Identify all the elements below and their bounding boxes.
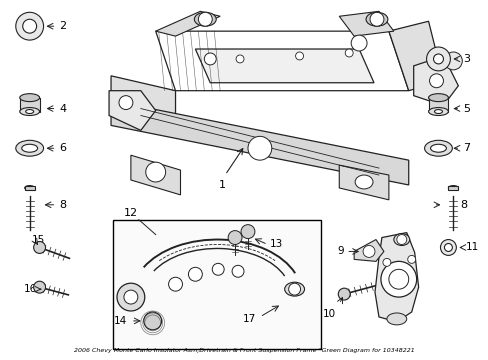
Circle shape	[407, 255, 415, 264]
Circle shape	[369, 12, 383, 26]
Circle shape	[396, 235, 406, 244]
Text: 8: 8	[459, 200, 467, 210]
Ellipse shape	[434, 109, 442, 113]
Text: 12: 12	[123, 208, 138, 218]
Ellipse shape	[427, 94, 447, 102]
Ellipse shape	[194, 12, 216, 26]
Ellipse shape	[424, 140, 451, 156]
Circle shape	[288, 283, 300, 295]
Circle shape	[168, 277, 182, 291]
Circle shape	[241, 225, 254, 239]
Circle shape	[338, 288, 349, 300]
Ellipse shape	[16, 140, 43, 156]
Polygon shape	[353, 239, 383, 261]
Circle shape	[426, 47, 449, 71]
Text: 7: 7	[462, 143, 469, 153]
Ellipse shape	[393, 234, 409, 246]
Circle shape	[34, 242, 45, 253]
Bar	[113, 220, 321, 349]
Polygon shape	[131, 155, 180, 195]
Bar	[25, 186, 35, 190]
Circle shape	[350, 35, 366, 51]
Text: 13: 13	[269, 239, 283, 249]
Polygon shape	[109, 91, 155, 130]
Circle shape	[22, 19, 37, 33]
Circle shape	[198, 12, 212, 26]
Text: 9: 9	[337, 247, 344, 256]
Polygon shape	[195, 49, 373, 83]
Text: 16: 16	[24, 284, 37, 294]
Circle shape	[212, 264, 224, 275]
Polygon shape	[339, 11, 393, 36]
Text: 3: 3	[462, 54, 469, 64]
Text: 2006 Chevy Monte Carlo Insulator Asm,Drivetrain & Front Suspension Frame *Green : 2006 Chevy Monte Carlo Insulator Asm,Dri…	[74, 348, 413, 353]
Polygon shape	[374, 233, 418, 322]
Circle shape	[232, 265, 244, 277]
Ellipse shape	[21, 144, 38, 152]
Polygon shape	[155, 11, 220, 36]
Text: 8: 8	[60, 200, 66, 210]
Ellipse shape	[386, 313, 406, 325]
Polygon shape	[339, 165, 388, 200]
Circle shape	[228, 231, 242, 244]
Circle shape	[34, 281, 45, 293]
Circle shape	[380, 261, 416, 297]
Bar	[427, 98, 447, 112]
Text: 15: 15	[32, 234, 45, 244]
Circle shape	[295, 52, 303, 60]
Ellipse shape	[354, 175, 372, 189]
Text: 6: 6	[60, 143, 66, 153]
Polygon shape	[388, 21, 443, 91]
Circle shape	[16, 12, 43, 40]
Ellipse shape	[25, 185, 35, 190]
Circle shape	[204, 53, 216, 65]
Text: 14: 14	[113, 316, 127, 326]
Ellipse shape	[366, 12, 387, 26]
Circle shape	[382, 258, 390, 266]
Circle shape	[117, 283, 144, 311]
Bar	[20, 98, 40, 112]
Circle shape	[388, 269, 408, 289]
Circle shape	[119, 96, 133, 109]
Circle shape	[247, 136, 271, 160]
Polygon shape	[111, 100, 408, 185]
Ellipse shape	[429, 144, 446, 152]
Text: 4: 4	[60, 104, 66, 113]
Circle shape	[433, 54, 443, 64]
Circle shape	[188, 267, 202, 281]
Circle shape	[236, 55, 244, 63]
Circle shape	[444, 243, 451, 251]
Circle shape	[345, 49, 352, 57]
Circle shape	[143, 312, 162, 330]
Text: 17: 17	[242, 314, 255, 324]
Circle shape	[123, 290, 138, 304]
Ellipse shape	[20, 108, 40, 116]
Ellipse shape	[447, 185, 457, 190]
Bar	[447, 186, 457, 190]
Text: 10: 10	[322, 309, 335, 319]
Polygon shape	[413, 56, 457, 105]
Circle shape	[145, 162, 165, 182]
Ellipse shape	[26, 109, 34, 113]
Circle shape	[444, 52, 461, 70]
Text: 5: 5	[462, 104, 469, 113]
Text: 11: 11	[466, 243, 479, 252]
Circle shape	[440, 239, 455, 255]
Circle shape	[362, 246, 374, 257]
Polygon shape	[111, 76, 175, 116]
Circle shape	[428, 74, 443, 88]
Ellipse shape	[284, 282, 304, 296]
Ellipse shape	[20, 94, 40, 102]
Polygon shape	[155, 31, 408, 91]
Text: 1: 1	[218, 180, 225, 190]
Ellipse shape	[427, 108, 447, 116]
Text: 2: 2	[60, 21, 66, 31]
